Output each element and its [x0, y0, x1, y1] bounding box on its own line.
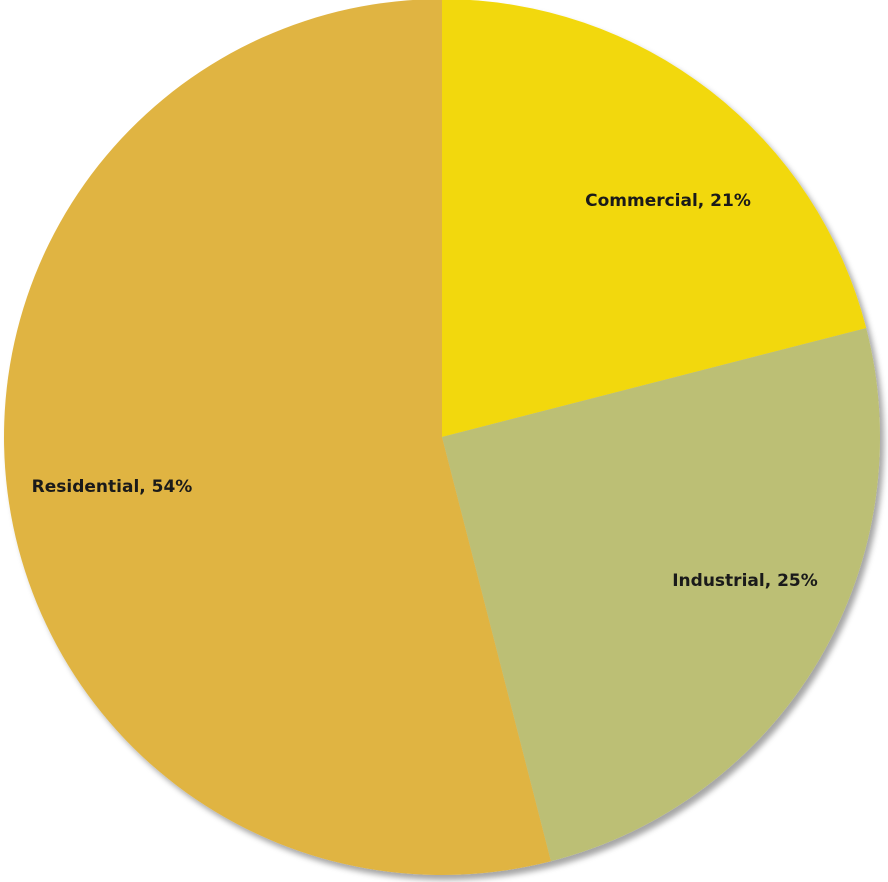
pie-labels: Commercial, 21% Industrial, 25% Residentia…: [32, 191, 818, 591]
pie-slice-commercial: [442, 0, 867, 437]
pie-label-industrial: Industrial, 25%: [672, 571, 818, 591]
pie-slice-residential: [4, 0, 551, 875]
pie-label-residential: Residential, 54%: [32, 477, 193, 497]
pie-slice-industrial: [442, 328, 881, 862]
pie-label-commercial: Commercial, 21%: [585, 191, 751, 211]
pie-slices: [4, 0, 881, 875]
